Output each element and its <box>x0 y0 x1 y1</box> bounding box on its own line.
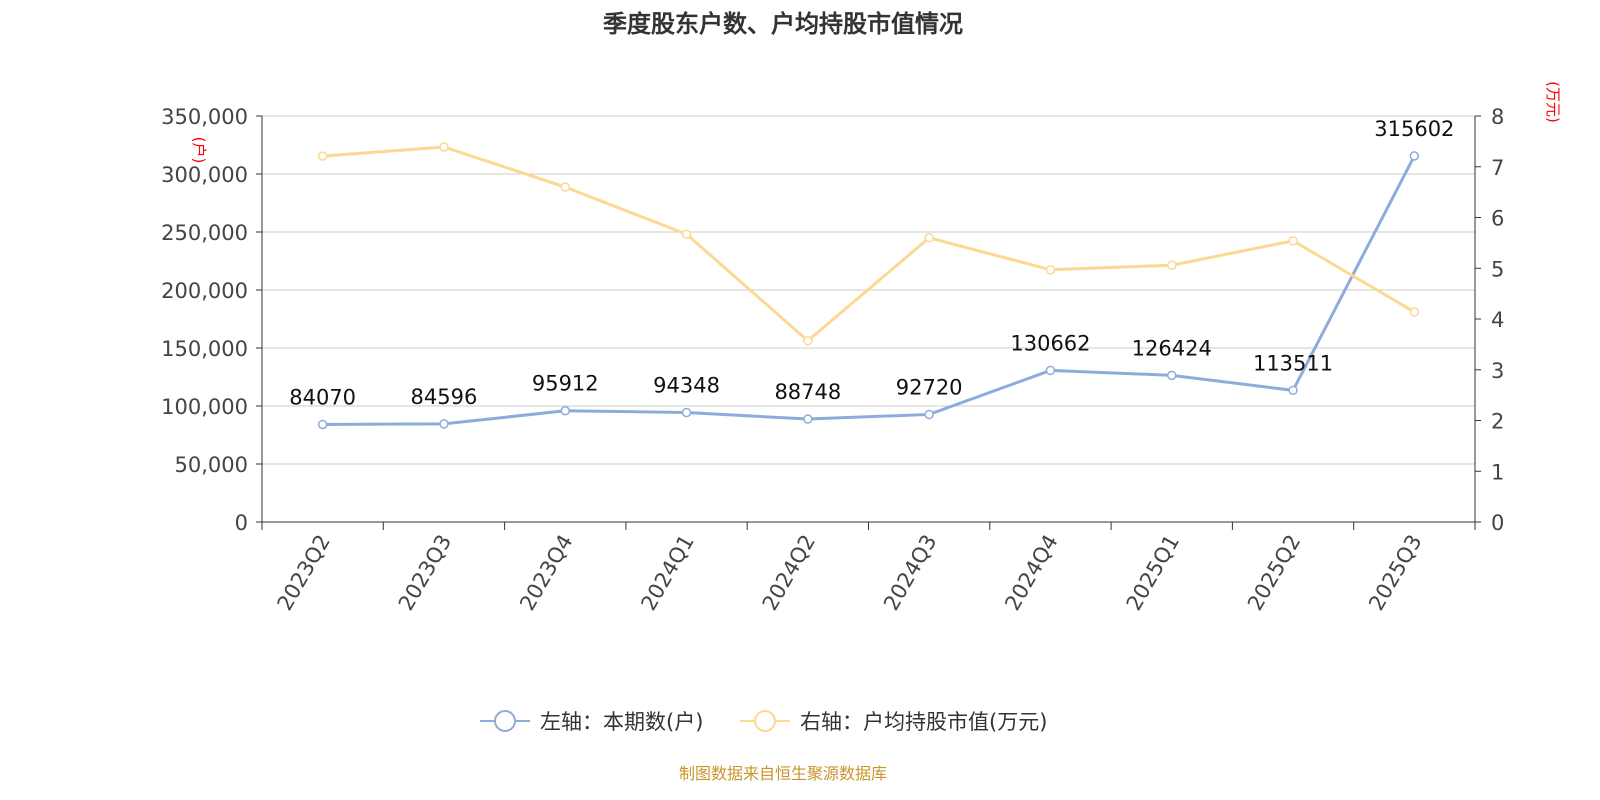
x-tick-label: 2024Q2 <box>758 531 820 615</box>
series-line-0 <box>322 155 1416 426</box>
data-label: 84070 <box>289 385 356 409</box>
x-tick-label: 2025Q3 <box>1364 531 1426 615</box>
data-point <box>1167 370 1177 381</box>
right-tick-label: 3 <box>1491 359 1504 383</box>
data-point <box>924 233 934 243</box>
data-point <box>803 336 813 346</box>
data-point <box>1045 365 1056 376</box>
data-point <box>1288 236 1298 246</box>
chart-title: 季度股东户数、户均持股市值情况 <box>603 10 963 38</box>
left-tick-label: 150,000 <box>161 337 248 361</box>
data-point <box>439 142 449 152</box>
data-label: 92720 <box>896 375 963 399</box>
data-point <box>1409 151 1420 161</box>
legend-marker <box>754 710 776 732</box>
data-point <box>317 151 328 161</box>
data-point <box>681 229 692 239</box>
data-label: 94348 <box>653 374 720 398</box>
x-tick-label: 2023Q4 <box>515 531 577 615</box>
legend-marker <box>494 710 516 732</box>
data-point <box>1167 260 1177 270</box>
data-label: 113511 <box>1253 351 1333 375</box>
data-label: 95912 <box>532 372 599 396</box>
right-tick-label: 7 <box>1491 156 1504 180</box>
right-tick-label: 6 <box>1491 207 1504 231</box>
series-line-1 <box>322 145 1416 343</box>
data-point <box>1409 307 1420 317</box>
left-tick-label: 300,000 <box>161 163 248 187</box>
right-tick-label: 8 <box>1491 105 1504 129</box>
legend-label: 左轴：本期数(户) <box>540 710 703 734</box>
data-point <box>1288 385 1298 396</box>
data-point <box>803 414 813 424</box>
left-tick-label: 200,000 <box>161 279 248 303</box>
x-tick-label: 2024Q3 <box>879 531 941 615</box>
x-tick-label: 2023Q3 <box>394 531 456 615</box>
x-tick-label: 2024Q1 <box>636 531 698 615</box>
data-label: 315602 <box>1374 117 1454 141</box>
data-point <box>681 407 692 418</box>
data-label: 88748 <box>774 380 841 404</box>
source-note: 制图数据来自恒生聚源数据库 <box>679 764 887 783</box>
right-tick-label: 4 <box>1491 308 1504 332</box>
data-point <box>439 419 449 429</box>
right-tick-label: 0 <box>1491 511 1504 535</box>
left-tick-label: 50,000 <box>175 453 248 477</box>
data-point <box>560 182 570 192</box>
x-tick-label: 2023Q2 <box>273 531 335 615</box>
left-tick-label: 350,000 <box>161 105 248 129</box>
left-tick-label: 100,000 <box>161 395 248 419</box>
left-axis-unit: (户) <box>190 137 208 164</box>
data-label: 130662 <box>1010 331 1090 355</box>
data-label: 84596 <box>411 385 478 409</box>
data-point <box>1045 265 1056 275</box>
data-label: 126424 <box>1132 336 1212 360</box>
right-tick-label: 5 <box>1491 257 1504 281</box>
x-tick-label: 2025Q1 <box>1122 531 1184 615</box>
data-point <box>317 419 328 430</box>
x-tick-label: 2025Q2 <box>1243 531 1305 615</box>
data-point <box>560 405 570 416</box>
data-point <box>924 409 934 420</box>
legend-label: 右轴：户均持股市值(万元) <box>800 710 1047 734</box>
right-tick-label: 2 <box>1491 410 1504 434</box>
x-tick-label: 2024Q4 <box>1000 531 1062 615</box>
right-tick-label: 1 <box>1491 460 1504 484</box>
left-tick-label: 0 <box>235 511 248 535</box>
right-axis-unit: (万元) <box>1544 81 1562 123</box>
left-tick-label: 250,000 <box>161 221 248 245</box>
